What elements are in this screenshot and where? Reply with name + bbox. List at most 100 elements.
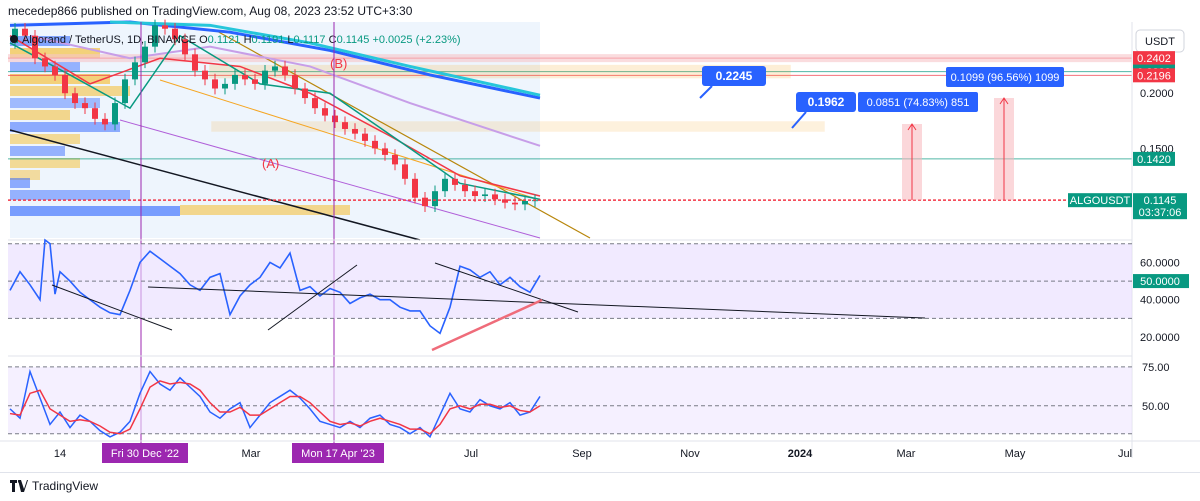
price-level-badge-label: 0.1420: [1137, 154, 1171, 166]
target-2-callout-box: [796, 92, 856, 112]
candle-body: [162, 25, 168, 29]
candle-body: [422, 197, 428, 207]
symbol-bar: Algorand / TetherUS, 1D, BINANCE O0.1121…: [10, 34, 461, 46]
candle-body: [262, 70, 268, 84]
ma-50: [29, 34, 541, 147]
wave-a-label: (A): [262, 156, 279, 171]
candle-body: [352, 128, 358, 134]
tradingview-brand: TradingView: [32, 479, 99, 493]
candle-body: [362, 133, 368, 141]
price-tick-label: 0.2000: [1140, 88, 1174, 100]
candle-body: [432, 191, 438, 207]
trendline: [9, 129, 421, 241]
publisher-line: mecedep866 published on TradingView.com,…: [8, 4, 413, 18]
candle-body: [42, 58, 48, 67]
candle-body: [92, 108, 98, 119]
candle-body: [212, 79, 218, 89]
target-2-callout-pointer: [791, 111, 807, 129]
candle-body: [22, 28, 28, 36]
last-price-badge: [1133, 193, 1187, 220]
candle-body: [252, 79, 258, 84]
rsi-line: [9, 238, 541, 335]
candle-body: [32, 35, 38, 59]
measure-2-label-box: [946, 67, 1064, 87]
rsi-value-badge: [1133, 274, 1189, 289]
stoch-band: [8, 366, 1132, 434]
volume-profile-bar: [10, 98, 100, 108]
last-price-label: 0.1145: [1144, 195, 1177, 207]
target-1-callout-pointer: [699, 85, 713, 99]
candle-body: [512, 202, 518, 205]
candle-body: [382, 148, 388, 155]
ma-10: [9, 34, 541, 201]
candle-body: [202, 70, 208, 80]
candle-body: [72, 93, 78, 104]
volume-profile-bar: [10, 178, 30, 188]
time-tick-label: Nov: [680, 448, 700, 460]
ma-20: [9, 35, 541, 197]
candle-body: [472, 191, 478, 197]
volume-profile-bar: [10, 36, 70, 46]
currency-button-label: USDT: [1145, 36, 1175, 48]
target-1-callout-box: [702, 66, 766, 86]
rsi-value-label: 50.0000: [1140, 276, 1180, 288]
candle-body: [372, 140, 378, 149]
candle-body: [222, 83, 228, 89]
candle-body: [292, 74, 298, 89]
symbol-badge-label: ALGOUSDT: [1070, 195, 1131, 207]
resistance-box: [211, 121, 825, 132]
measure-2-label: 0.1099 (96.56%) 1099: [951, 72, 1060, 84]
footer: TradingView: [0, 472, 1200, 501]
candle-body: [272, 66, 278, 71]
candle-body: [302, 88, 308, 99]
resistance-band: [8, 54, 1132, 63]
stoch-tick-label: 50.00: [1142, 401, 1170, 413]
candle-body: [332, 115, 338, 123]
stoch-d-line: [9, 380, 541, 435]
candle-body: [412, 178, 418, 198]
candle-body: [312, 98, 318, 109]
rsi-trendline: [51, 284, 173, 331]
volume-profile-bar: [10, 86, 130, 96]
price-level-badge-label: 0.2402: [1137, 53, 1171, 65]
measure-1-label: 0.0851 (74.83%) 851: [867, 97, 970, 109]
candle-body: [492, 194, 498, 200]
tradingview-logo-icon: [10, 480, 28, 492]
candle-body: [452, 178, 458, 185]
countdown-label: 03:37:06: [1139, 207, 1182, 219]
tradingview-logo[interactable]: TradingView: [10, 479, 98, 493]
price-level-badge-label: 0.2196: [1137, 70, 1171, 82]
stoch-tick-label: 75.00: [1142, 362, 1170, 374]
volume-profile-bar: [10, 190, 130, 200]
time-tick-label: 14: [54, 448, 66, 460]
candle-body: [522, 201, 528, 205]
volume-profile-bar: [10, 122, 120, 132]
target-1-callout: 0.2245: [716, 69, 753, 83]
candle-body: [122, 79, 128, 104]
candle-body: [482, 194, 488, 197]
volume-profile-bar: [10, 206, 180, 216]
candle-body: [112, 103, 118, 125]
candle-body: [172, 28, 178, 40]
volume-profile-bar: [180, 205, 350, 215]
price-level-badge: [1133, 68, 1175, 83]
algorand-icon: [10, 35, 18, 43]
time-marker-label: Fri 30 Dec '22: [111, 448, 179, 460]
candle-body: [442, 178, 448, 192]
candle-body: [322, 108, 328, 116]
rsi-trendline: [267, 264, 358, 331]
candle-body: [62, 74, 68, 94]
measure-1-arrowhead: [907, 123, 917, 131]
rsi-tick-label: 60.0000: [1140, 257, 1180, 269]
chart-canvas[interactable]: (A) (B) 0.2245 0.1962 0.0851 (74.83%) 851 0.1…: [0, 0, 1200, 472]
candle-body: [182, 39, 188, 55]
candle-body: [102, 118, 108, 125]
candle-body: [132, 62, 138, 80]
measure-2-arrowhead: [999, 97, 1009, 105]
wave-b-label: (B): [330, 56, 347, 71]
target-2-callout: 0.1962: [808, 95, 845, 109]
trendline: [119, 119, 541, 239]
symbol-bar-text: Algorand / TetherUS, 1D, BINANCE O0.1121…: [22, 34, 461, 46]
time-tick-label: Jul: [464, 448, 478, 460]
volume-profile-bar: [10, 146, 65, 156]
